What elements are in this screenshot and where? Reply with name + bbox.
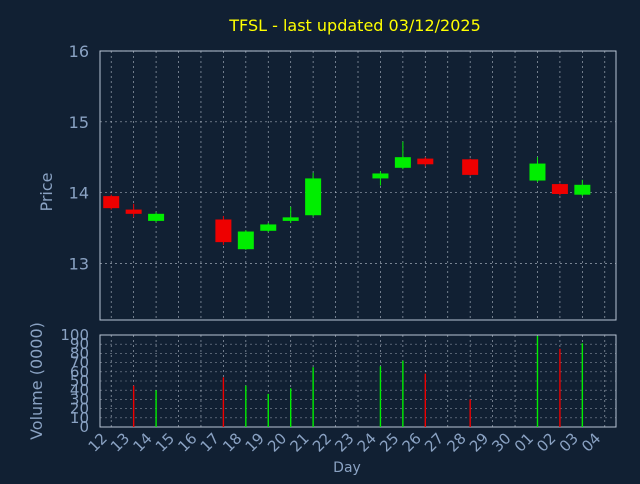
volume-grid (99, 334, 617, 428)
candle-body (125, 209, 142, 214)
volume-series (132, 335, 584, 427)
volume-tick-label: 0 (79, 418, 89, 436)
price-axis-label: Price (37, 172, 56, 211)
price-tick-label: 14 (69, 184, 89, 203)
price-grid (99, 50, 617, 321)
candle-body (574, 184, 591, 195)
candle (260, 223, 277, 233)
volume-axis-label: Volume (0000) (27, 322, 46, 440)
candle (237, 230, 254, 250)
volume-tick-label: 60 (70, 363, 89, 381)
candle-body (417, 158, 434, 165)
candle-body (148, 213, 165, 221)
candle-body (103, 196, 120, 209)
candle-body (282, 217, 299, 221)
volume-tick-label: 80 (70, 344, 89, 362)
chart-title: TFSL - last updated 03/12/2025 (228, 16, 481, 35)
candlestick-series (103, 141, 591, 250)
day-tick-label: 04 (578, 429, 604, 455)
candle (282, 206, 299, 224)
price-tick-label: 13 (69, 254, 89, 273)
volume-tick-label: 20 (70, 400, 89, 418)
candle-body (372, 173, 389, 179)
volume-tick-label: 30 (70, 390, 89, 408)
volume-tick-label: 40 (70, 381, 89, 399)
price-tick-label: 15 (69, 113, 89, 132)
candle-body (237, 231, 254, 250)
candle (574, 179, 591, 197)
candle (215, 215, 232, 245)
candle (125, 203, 142, 218)
volume-tick-label: 70 (70, 354, 89, 372)
price-tick-label: 16 (69, 42, 89, 61)
candle (462, 158, 479, 176)
candle-body (305, 178, 322, 216)
candle (148, 212, 165, 223)
candle-body (551, 184, 568, 194)
volume-tick-label: 100 (60, 326, 89, 344)
candle (372, 171, 389, 186)
candle-body (462, 159, 479, 175)
axis-tick-labels: 1314151601020304050607080901001213141516… (60, 42, 604, 456)
candle (394, 141, 411, 170)
candle (103, 194, 120, 210)
candle (551, 183, 568, 196)
candle (529, 157, 546, 182)
candle-body (529, 163, 546, 181)
candle (305, 172, 322, 217)
candle (417, 157, 434, 167)
day-axis-label: Day (333, 460, 361, 476)
candle-body (215, 219, 232, 243)
volume-tick-label: 10 (70, 409, 89, 427)
volume-tick-label: 90 (70, 335, 89, 353)
volume-tick-label: 50 (70, 372, 89, 390)
candle-body (260, 224, 277, 231)
candle-body (394, 157, 411, 168)
